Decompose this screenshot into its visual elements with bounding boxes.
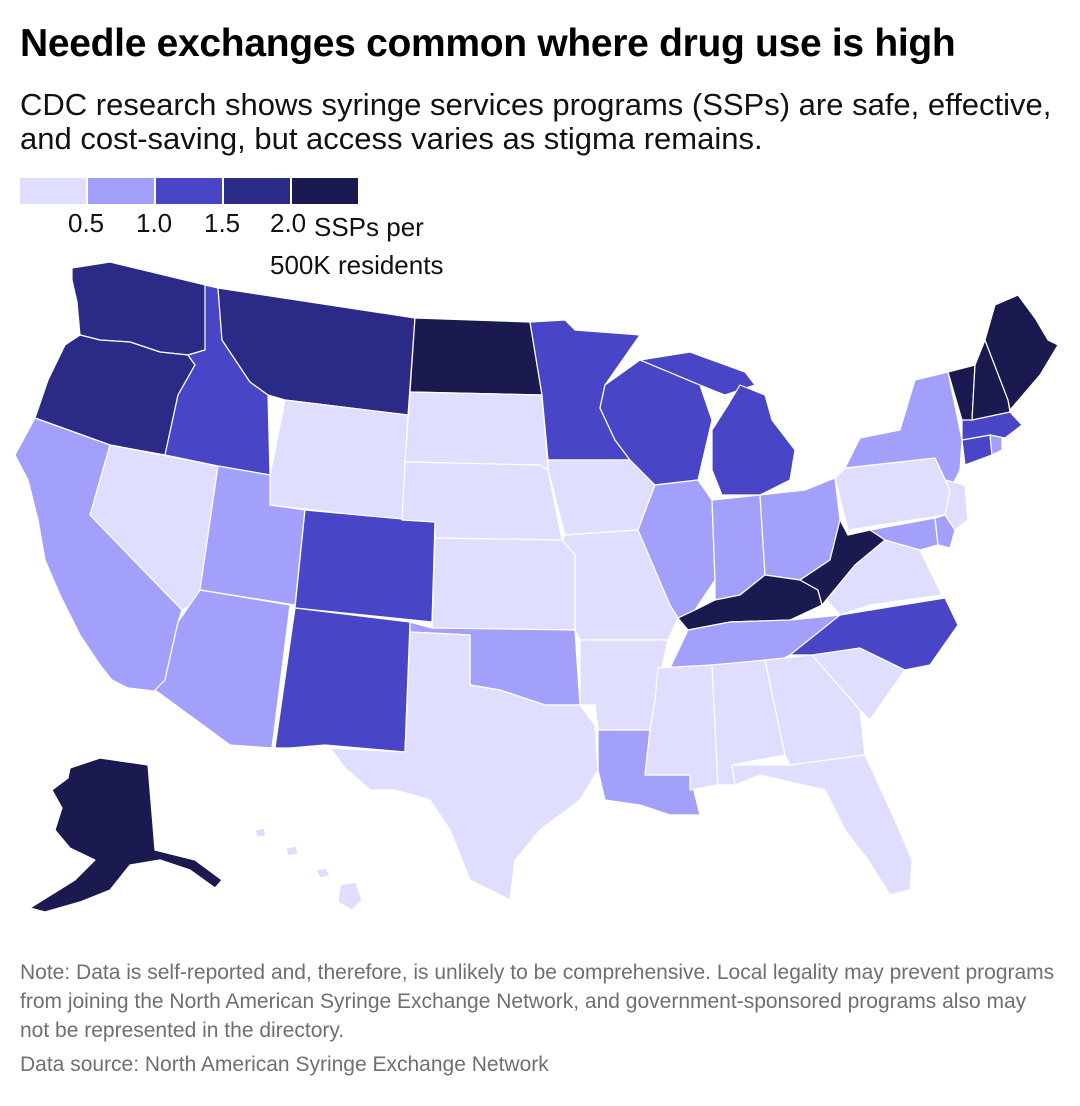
legend-tick: 2.0 (270, 208, 307, 238)
state-alaska (29, 757, 223, 913)
state-delaware (934, 514, 956, 549)
legend-tick: 1.5 (204, 208, 241, 238)
state-iowa (547, 459, 656, 536)
chart-title: Needle exchanges common where drug use i… (20, 22, 956, 65)
legend-swatch-0 (20, 178, 86, 204)
state-colorado (294, 509, 436, 623)
data-source: Data source: North American Syringe Exch… (20, 1053, 549, 1076)
state-hawaii (337, 881, 363, 911)
legend-unit-line1: SSPs per (314, 212, 424, 242)
state-north-dakota (409, 317, 543, 396)
state-hawaii-maui (315, 867, 331, 879)
legend-tick: 0.5 (68, 208, 105, 238)
legend-swatch-4 (292, 178, 358, 204)
state-south-dakota (404, 391, 549, 471)
state-hawaii-kauai (254, 827, 267, 838)
state-wyoming (269, 399, 409, 521)
state-texas (329, 631, 599, 901)
state-kansas (431, 537, 576, 631)
state-arizona (154, 589, 291, 749)
legend-swatch-3 (224, 178, 290, 204)
legend-unit-label: SSPs per 500K residents (270, 208, 490, 284)
state-maryland (869, 517, 939, 551)
state-new-york (844, 371, 963, 491)
state-michigan-upper (639, 351, 756, 396)
legend-unit-line2: 500K residents (270, 250, 444, 280)
us-choropleth-map (14, 261, 1059, 913)
footnote: Note: Data is self-reported and, therefo… (20, 961, 1055, 1042)
legend-swatch-1 (88, 178, 154, 204)
state-new-mexico (274, 607, 411, 753)
chart-subtitle: CDC research shows syringe services prog… (20, 87, 1052, 156)
state-florida (731, 754, 913, 896)
state-kentucky (677, 574, 823, 631)
state-michigan (711, 384, 796, 496)
state-mississippi (644, 664, 719, 791)
legend-tick: 1.0 (136, 208, 173, 238)
legend-swatch-2 (156, 178, 222, 204)
state-north-carolina (789, 597, 959, 671)
state-maine (984, 294, 1059, 411)
state-hawaii-oahu (285, 845, 299, 857)
